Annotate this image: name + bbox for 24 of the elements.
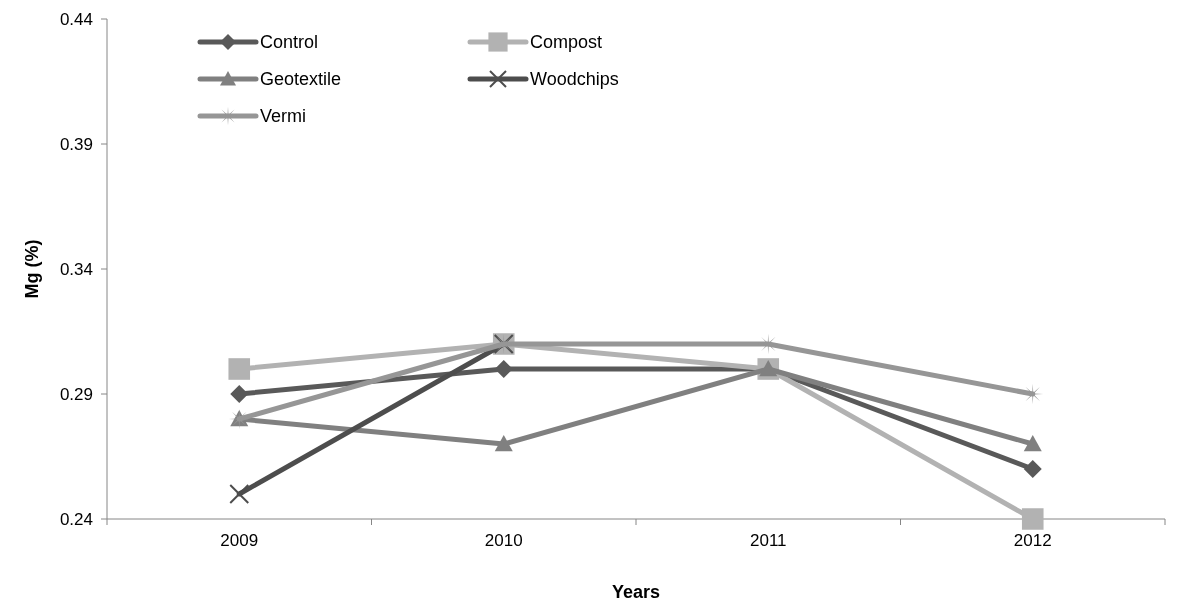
y-tick-label: 0.24 — [59, 509, 93, 529]
legend-label: Geotextile — [260, 69, 342, 90]
point — [494, 435, 513, 452]
x-tick-label: 2011 — [749, 531, 787, 550]
point — [228, 358, 251, 380]
x-tick-label: 2009 — [220, 531, 259, 550]
point — [494, 360, 513, 378]
legend-label: Compost — [530, 32, 603, 53]
y-tick-label: 0.29 — [59, 384, 93, 404]
y-tick-label: 0.34 — [59, 259, 93, 279]
point — [230, 385, 249, 403]
legend-label: Woodchips — [530, 69, 619, 90]
legend-label: Vermi — [260, 106, 307, 127]
point — [1023, 435, 1042, 452]
y-tick-label: 0.44 — [59, 9, 93, 29]
y-tick-label: 0.39 — [59, 134, 93, 154]
point — [229, 484, 250, 504]
legend-label: Control — [260, 32, 319, 53]
point — [1023, 460, 1042, 478]
x-tick-label: 2010 — [484, 531, 523, 550]
x-tick-label: 2012 — [1013, 531, 1052, 550]
y-axis-title: Mg (%) — [22, 239, 42, 299]
point — [1021, 508, 1044, 530]
x-axis-title: Years — [611, 582, 661, 602]
